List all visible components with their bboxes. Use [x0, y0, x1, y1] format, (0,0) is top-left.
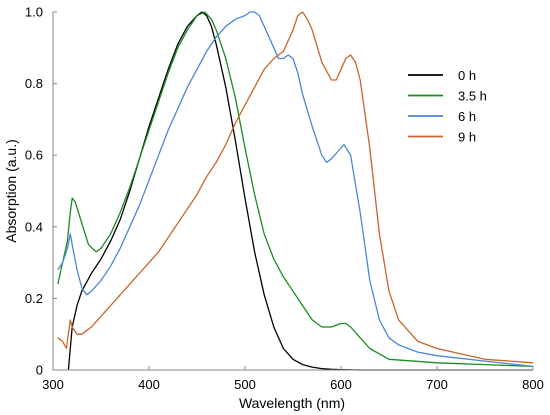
y-tick-label: 0.6: [25, 148, 43, 163]
y-tick-label: 0: [36, 363, 43, 378]
legend-label: 6 h: [458, 109, 476, 124]
y-tick-label: 0.2: [25, 291, 43, 306]
legend-label: 3.5 h: [458, 89, 487, 104]
x-tick-label: 800: [522, 377, 544, 392]
legend-label: 9 h: [458, 130, 476, 145]
x-axis-title: Wavelength (nm): [239, 395, 345, 411]
x-tick-label: 300: [42, 377, 64, 392]
x-tick-label: 500: [234, 377, 256, 392]
plot-lines: [57, 11, 534, 371]
y-tick-label: 0.4: [25, 219, 43, 234]
x-tick-label: 400: [138, 377, 160, 392]
series-line-2: [57, 11, 534, 368]
series-line-1: [57, 11, 534, 368]
ticks: 300 400 500 600 700 800 0 0.2 0.4 0.6 0.8 1.0: [25, 5, 544, 393]
legend: 0 h 3.5 h 6 h 9 h: [408, 68, 487, 145]
series-line-0: [67, 11, 533, 371]
y-axis-title: Absorption (a.u.): [3, 139, 19, 243]
y-tick-label: 1.0: [25, 5, 43, 20]
x-tick-label: 600: [330, 377, 352, 392]
x-tick-label: 700: [426, 377, 448, 392]
y-tick-label: 0.8: [25, 76, 43, 91]
series-line-3: [57, 11, 534, 364]
axes: [52, 12, 533, 371]
legend-label: 0 h: [458, 68, 476, 83]
